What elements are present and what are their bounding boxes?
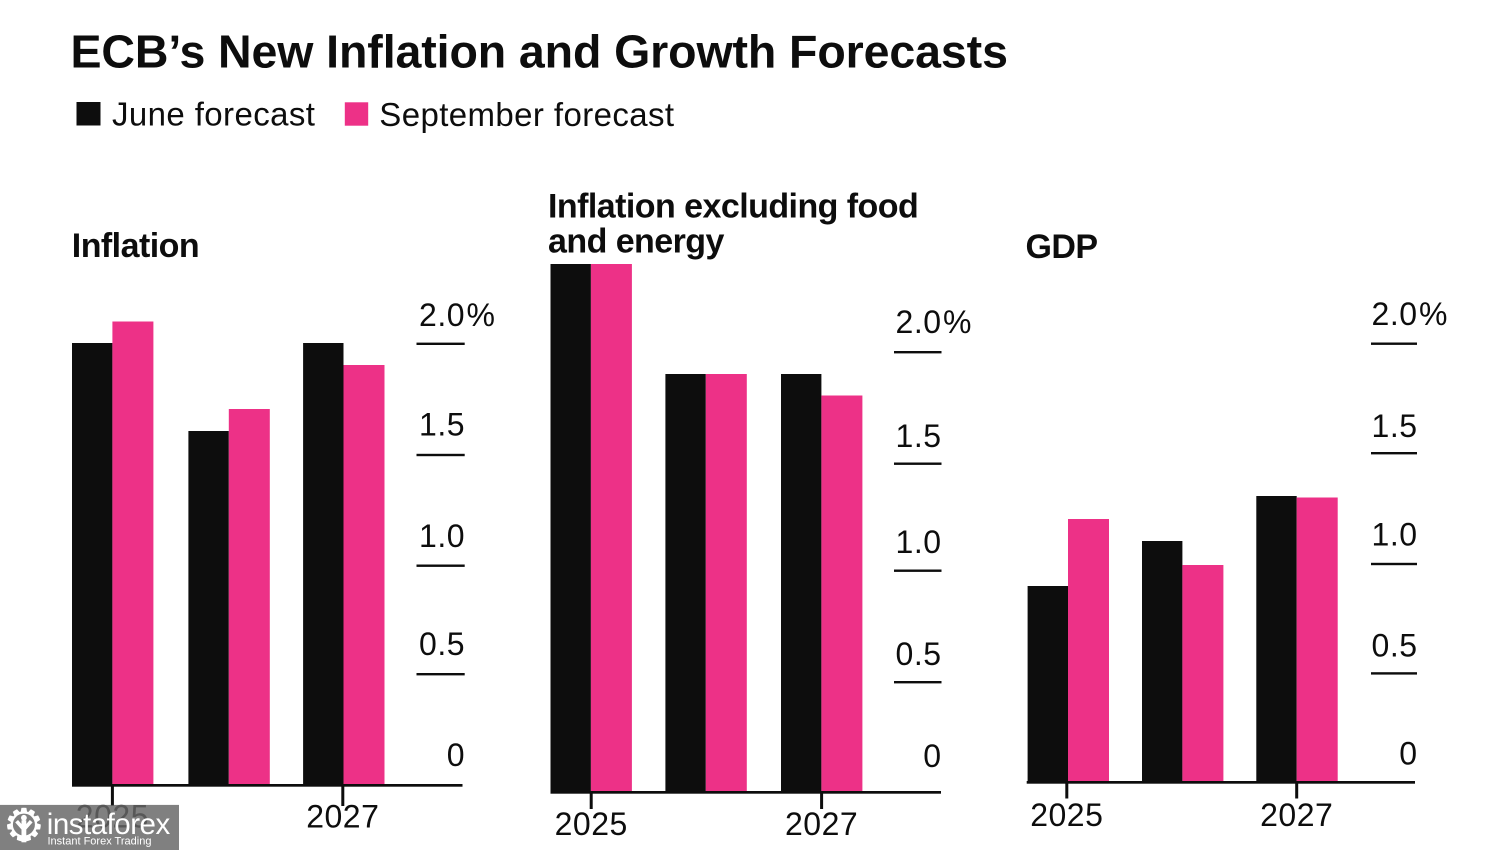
svg-text:%: % bbox=[1419, 296, 1447, 332]
svg-text:%: % bbox=[467, 297, 495, 333]
svg-text:1.0: 1.0 bbox=[1372, 516, 1418, 552]
svg-text:and energy: and energy bbox=[548, 223, 725, 261]
svg-text:0.5: 0.5 bbox=[1372, 628, 1418, 664]
svg-text:0: 0 bbox=[447, 737, 465, 773]
svg-text:0: 0 bbox=[923, 738, 941, 774]
svg-text:0.5: 0.5 bbox=[419, 626, 465, 662]
svg-text:%: % bbox=[943, 304, 971, 340]
svg-text:2.0: 2.0 bbox=[896, 304, 942, 340]
svg-text:1.5: 1.5 bbox=[419, 406, 465, 442]
svg-text:Instant Forex Trading: Instant Forex Trading bbox=[48, 835, 152, 847]
svg-text:instaforex: instaforex bbox=[47, 808, 171, 841]
svg-text:2027: 2027 bbox=[785, 806, 858, 842]
svg-text:1.0: 1.0 bbox=[419, 518, 465, 554]
svg-text:0: 0 bbox=[1399, 736, 1417, 772]
svg-text:2.0: 2.0 bbox=[1372, 296, 1418, 332]
svg-text:2025: 2025 bbox=[555, 806, 628, 842]
svg-text:June forecast: June forecast bbox=[112, 96, 315, 133]
svg-text:1.5: 1.5 bbox=[1372, 408, 1418, 444]
svg-text:2.0: 2.0 bbox=[419, 297, 465, 333]
svg-text:0.5: 0.5 bbox=[896, 636, 942, 672]
svg-text:2025: 2025 bbox=[1030, 797, 1103, 833]
svg-text:1.5: 1.5 bbox=[896, 418, 942, 454]
svg-text:2027: 2027 bbox=[306, 799, 379, 835]
svg-text:ECB’s New Inflation and Growth: ECB’s New Inflation and Growth Forecasts bbox=[71, 26, 1008, 78]
svg-text:Inflation: Inflation bbox=[72, 227, 199, 265]
svg-text:September forecast: September forecast bbox=[379, 96, 674, 133]
svg-text:GDP: GDP bbox=[1026, 228, 1098, 266]
svg-text:1.0: 1.0 bbox=[896, 524, 942, 560]
svg-text:Inflation excluding food: Inflation excluding food bbox=[548, 188, 918, 226]
svg-text:2027: 2027 bbox=[1260, 797, 1333, 833]
